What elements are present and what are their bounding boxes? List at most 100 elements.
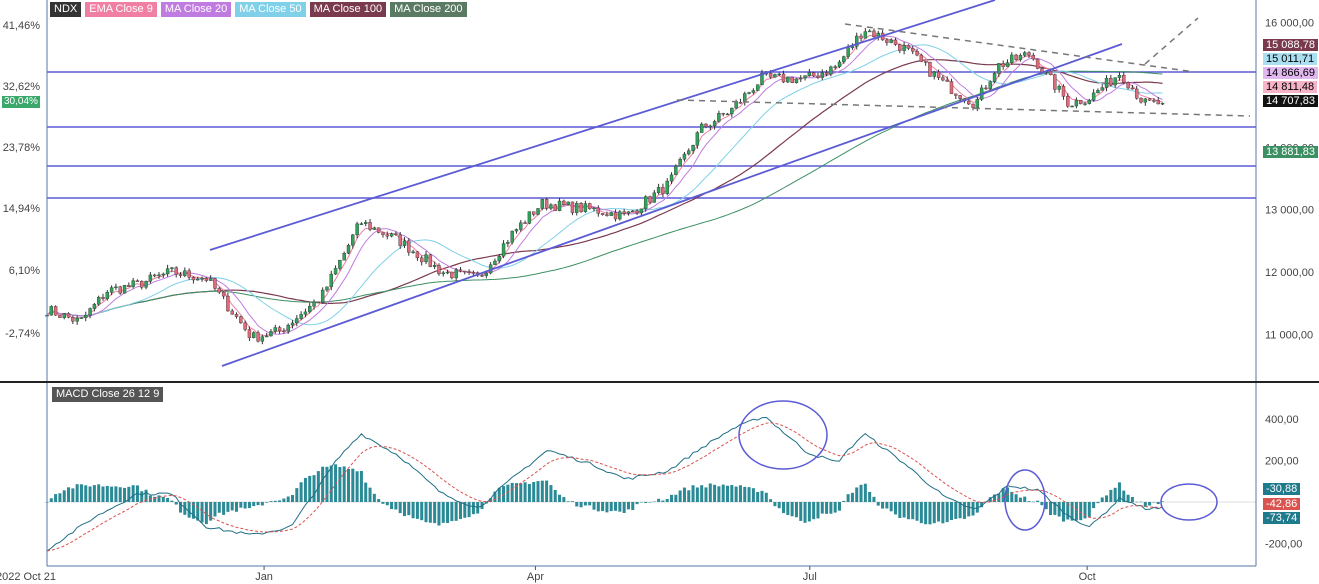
ma100-line [46,59,1163,317]
candle-body [1109,78,1113,86]
histogram-bar [54,494,58,502]
histogram-bar [1139,501,1143,503]
candle-body [682,153,687,160]
candle-body [79,317,84,319]
candle-body [949,81,954,95]
candle-body [260,336,265,342]
left-percent-label: 23,78% [3,142,41,154]
candle-body [243,322,247,330]
histogram-bar [118,487,122,502]
macd-tag: -30,88 [1263,483,1301,495]
histogram-bar [312,475,316,502]
candle-body [527,211,532,224]
candle-body [643,196,648,210]
histogram-bar [428,502,432,523]
candle-body [704,123,708,127]
candle-body [234,313,239,317]
candle-body [863,31,868,39]
histogram-bar [191,502,195,519]
y-tick-label: 11 000,00 [1265,330,1313,342]
histogram-bar [837,502,842,511]
candle-body [1087,99,1092,104]
candle-body [928,61,932,77]
histogram-bar [902,502,906,518]
candle-body [824,72,829,75]
candle-body [1078,100,1083,105]
candle-body [450,271,454,279]
candle-body [320,289,325,303]
candle-body [127,284,131,287]
candle-body [971,103,975,108]
candle-body [587,203,592,209]
candle-body [368,222,372,230]
candle-body [691,145,695,151]
histogram-bar [695,487,699,502]
candle-body [290,322,295,326]
candle-body [1100,87,1104,91]
candle-body [480,275,484,277]
histogram-bar [1014,494,1018,502]
price-tag: 14 866,69 [1263,67,1318,79]
price-tag: 13 881,83 [1263,146,1318,158]
candle-body [708,125,712,128]
histogram-bar [609,502,613,512]
histogram-bar [536,481,540,502]
legend-item: MA Close 50 [235,2,306,17]
histogram-bar [282,498,286,502]
histogram-bar [196,502,200,521]
histogram-bar [1027,501,1031,502]
candle-body [226,295,230,312]
candle-body [717,113,721,122]
candle-body [247,329,252,338]
candle-body [932,71,936,77]
candle-body [213,278,217,289]
candle-body [1031,54,1036,60]
histogram-bar [708,483,712,502]
candle-body [1139,97,1143,103]
candle-body [174,267,178,275]
histogram-bar [1135,501,1139,503]
candle-body [1130,87,1135,90]
histogram-bar [756,492,760,502]
candle-body [695,132,700,146]
candle-body [846,47,850,57]
candle-body [239,316,243,324]
histogram-bar [1161,501,1165,502]
candle-body [187,270,191,278]
candle-body [807,72,812,76]
histogram-bar [540,480,544,502]
histogram-bar [252,502,256,507]
candle-body [721,113,725,115]
histogram-bar [174,502,178,505]
candle-body [734,102,738,109]
candle-body [635,210,639,214]
candle-body [1053,74,1057,90]
histogram-bar [381,502,385,504]
histogram-bar [962,502,966,519]
candle-body [954,93,958,96]
candle-body [923,61,928,63]
candle-body [364,222,368,224]
candle-body [786,76,790,83]
candle-body [1010,54,1014,63]
histogram-bar [299,482,303,502]
candle-body [1057,86,1061,90]
candle-body [338,259,342,269]
histogram-bar [217,502,221,513]
histogram-bar [377,499,381,502]
histogram-bar [88,486,92,502]
histogram-bar [734,486,738,502]
price-tag: 14 811,48 [1263,81,1318,93]
candle-body [902,44,906,51]
histogram-bar [1061,502,1065,522]
candle-body [531,211,536,215]
histogram-bar [691,485,695,502]
macd-highlight-ellipse [1160,483,1218,521]
histogram-bar [889,502,893,512]
macd-label: MACD Close 26 12 9 [52,387,164,402]
candle-body [867,30,872,33]
candle-body [820,72,824,78]
candle-body [428,254,433,267]
candle-body [411,251,415,254]
histogram-bar [670,494,674,502]
